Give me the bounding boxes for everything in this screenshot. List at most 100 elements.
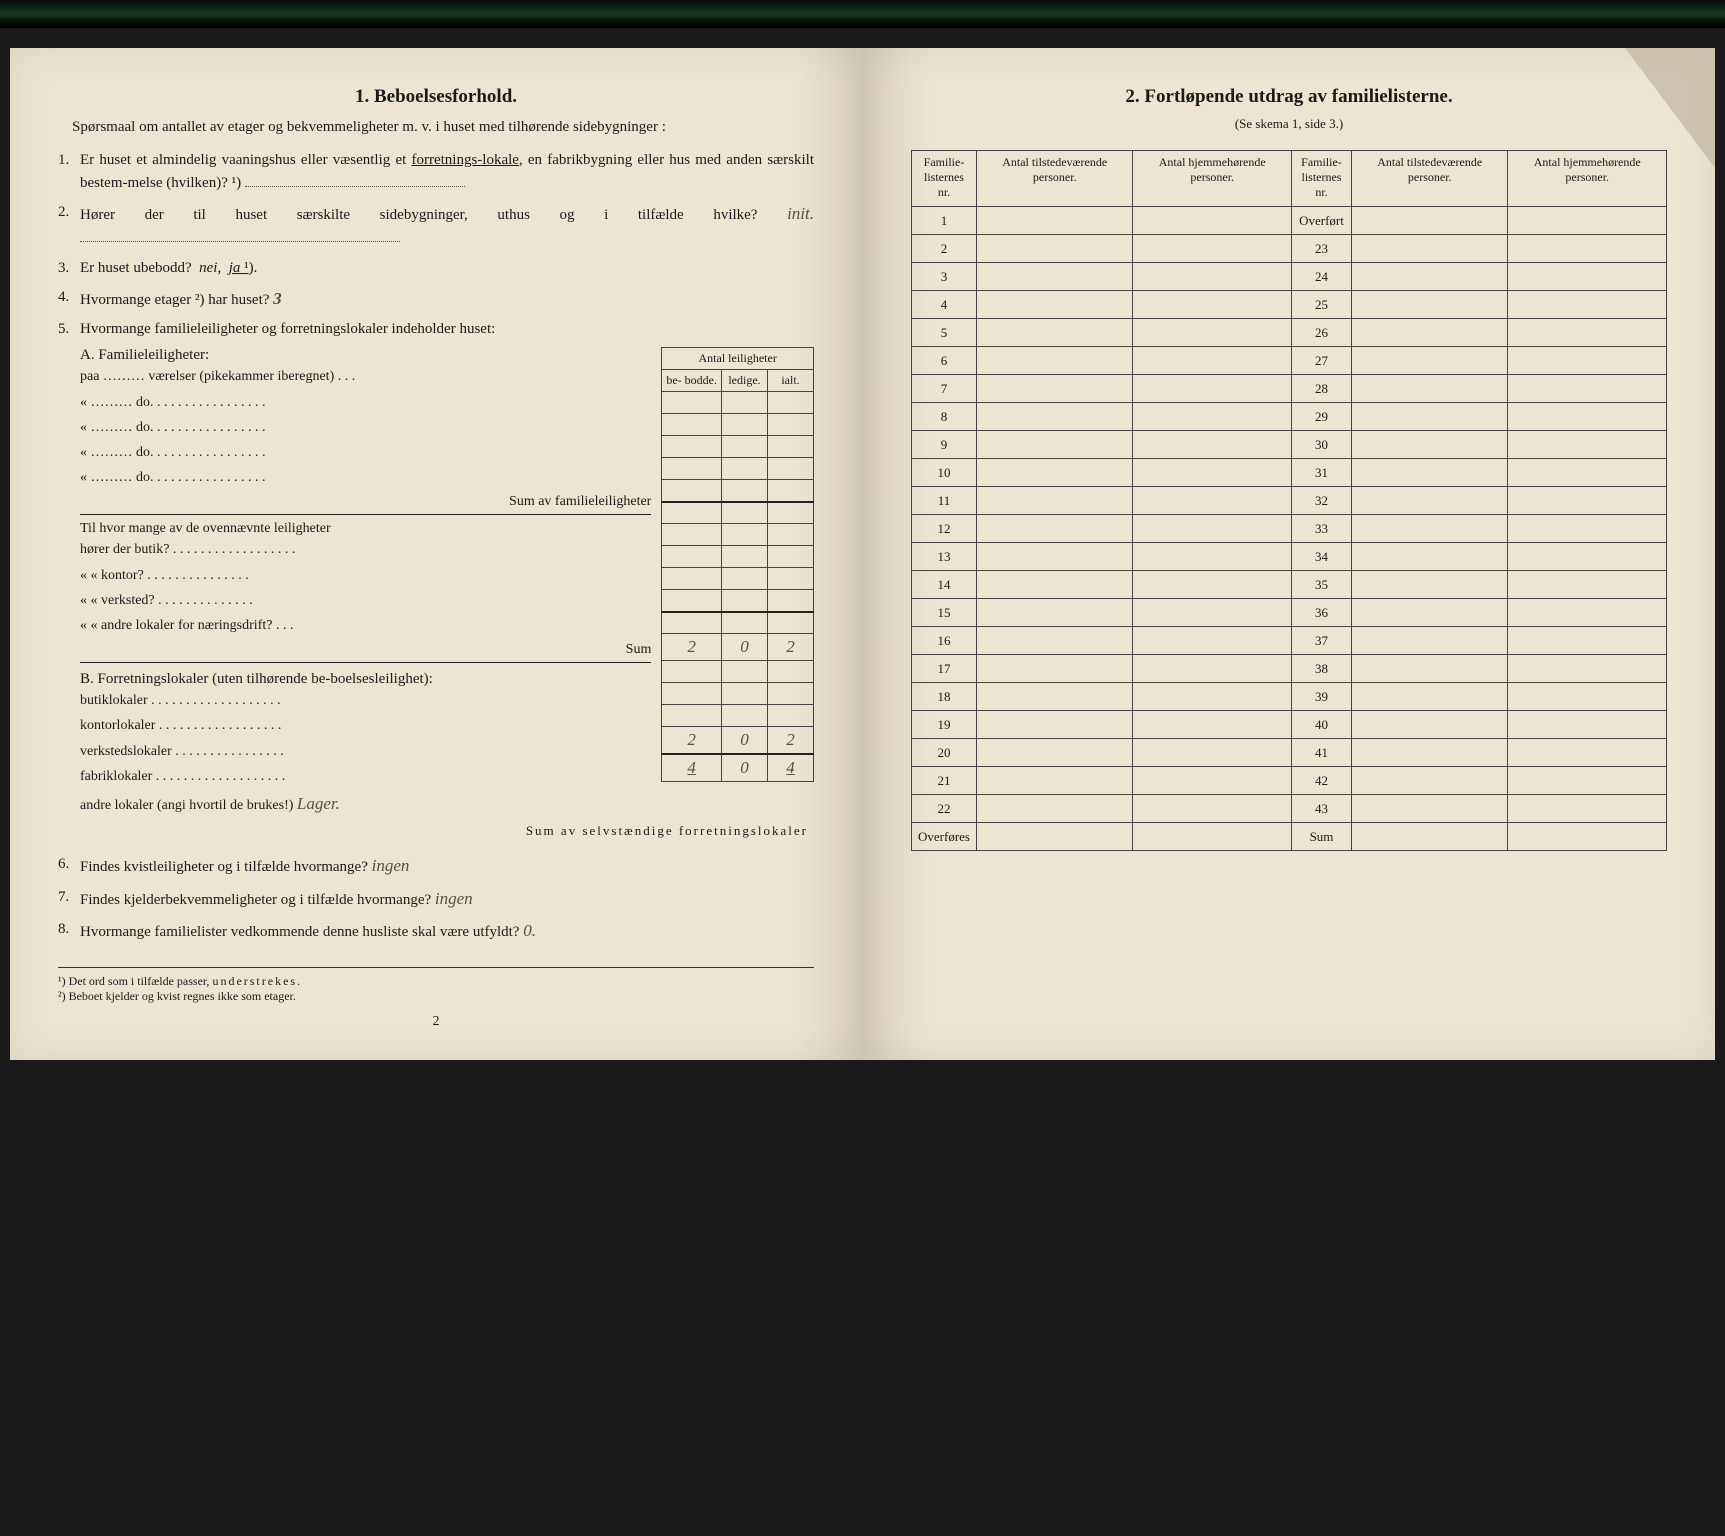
- left-hjemme: [1133, 767, 1292, 795]
- right-subtitle: (Se skema 1, side 3.): [911, 116, 1667, 132]
- left-hjemme: [1133, 403, 1292, 431]
- right-nr: 24: [1291, 263, 1351, 291]
- left-tilstede: [976, 263, 1133, 291]
- right-hjemme: [1508, 375, 1667, 403]
- right-tilstede: [1351, 375, 1508, 403]
- question-list: 1. Er huset et almindelig vaaningshus el…: [58, 149, 814, 342]
- right-tilstede: [1351, 795, 1508, 823]
- left-nr: 13: [912, 543, 977, 571]
- right-hjemme: [1508, 571, 1667, 599]
- b-sum-label: Sum av selvstændige forretningslokaler: [80, 823, 814, 839]
- right-tilstede: [1351, 487, 1508, 515]
- right-nr: 34: [1291, 543, 1351, 571]
- col-4: Familie- listernes nr.: [1291, 151, 1351, 207]
- table-row: 1435: [912, 571, 1667, 599]
- right-nr: 41: [1291, 739, 1351, 767]
- left-tilstede: [976, 459, 1133, 487]
- right-nr: Overført: [1291, 207, 1351, 235]
- col-ledige: ledige.: [722, 370, 768, 392]
- q5-detail-block: Antal leiligheter be- bodde. ledige. ial…: [58, 347, 814, 843]
- left-nr: 9: [912, 431, 977, 459]
- left-nr: 6: [912, 347, 977, 375]
- right-hjemme: [1508, 515, 1667, 543]
- left-hjemme: [1133, 599, 1292, 627]
- b-sum: 404: [662, 754, 814, 782]
- table-row: 1132: [912, 487, 1667, 515]
- left-tilstede: [976, 655, 1133, 683]
- page-left: 1. Beboelsesforhold. Spørsmaal om antall…: [10, 48, 863, 1060]
- left-nr: 1: [912, 207, 977, 235]
- table-row: 526: [912, 319, 1667, 347]
- q6-answer: ingen: [372, 856, 410, 875]
- right-hjemme: [1508, 543, 1667, 571]
- b-row-3: [662, 705, 814, 727]
- table-row: 1536: [912, 599, 1667, 627]
- q2-text: Hører der til huset særskilte sidebygnin…: [80, 207, 757, 223]
- right-hjemme: [1508, 319, 1667, 347]
- left-tilstede: [976, 403, 1133, 431]
- left-nr: 10: [912, 459, 977, 487]
- table-row: 13 34: [912, 543, 1667, 571]
- table-row: 930: [912, 431, 1667, 459]
- left-tilstede: [976, 683, 1133, 711]
- left-tilstede: [976, 487, 1133, 515]
- table-row: 2041: [912, 739, 1667, 767]
- right-hjemme: [1508, 347, 1667, 375]
- left-tilstede: [976, 347, 1133, 375]
- left-tilstede: [976, 627, 1133, 655]
- left-tilstede: [976, 431, 1133, 459]
- q1-text: Er huset et almindelig vaaningshus eller…: [80, 152, 814, 191]
- left-hjemme: [1133, 739, 1292, 767]
- col-1: Familie- listernes nr.: [912, 151, 977, 207]
- left-hjemme: [1133, 291, 1292, 319]
- family-list-table: Familie- listernes nr. Antal tilstedevær…: [911, 150, 1667, 851]
- right-nr: 42: [1291, 767, 1351, 795]
- right-nr: 37: [1291, 627, 1351, 655]
- q6: 6. Findes kvistleiligheter og i tilfælde…: [80, 853, 814, 879]
- left-hjemme: [1133, 795, 1292, 823]
- table-row: 12 33: [912, 515, 1667, 543]
- b-row-4: 202: [662, 727, 814, 755]
- left-nr: 3: [912, 263, 977, 291]
- left-nr: 7: [912, 375, 977, 403]
- left-nr: Overføres: [912, 823, 977, 851]
- q1: 1. Er huset et almindelig vaaningshus el…: [80, 149, 814, 196]
- q4-answer: 3: [273, 289, 282, 308]
- q3-text: Er huset ubebodd? nei, ja ¹).: [80, 260, 257, 276]
- folded-corner: [1625, 48, 1715, 168]
- right-hjemme: [1508, 263, 1667, 291]
- right-hjemme: [1508, 291, 1667, 319]
- left-tilstede: [976, 767, 1133, 795]
- right-nr: 33: [1291, 515, 1351, 543]
- right-hjemme: [1508, 655, 1667, 683]
- table-row: OverføresSum: [912, 823, 1667, 851]
- right-tilstede: [1351, 739, 1508, 767]
- right-hjemme: [1508, 207, 1667, 235]
- q2: 2. Hører der til huset særskilte sidebyg…: [80, 201, 814, 251]
- left-nr: 14: [912, 571, 977, 599]
- right-nr: 40: [1291, 711, 1351, 739]
- left-hjemme: [1133, 235, 1292, 263]
- right-tilstede: [1351, 599, 1508, 627]
- left-tilstede: [976, 375, 1133, 403]
- left-nr: 8: [912, 403, 977, 431]
- right-hjemme: [1508, 459, 1667, 487]
- footnotes: ¹) Det ord som i tilfælde passer, unders…: [58, 967, 814, 1004]
- right-nr: 36: [1291, 599, 1351, 627]
- left-nr: 12: [912, 515, 977, 543]
- table-row: 1738: [912, 655, 1667, 683]
- table-row: 1940: [912, 711, 1667, 739]
- table-row: 627: [912, 347, 1667, 375]
- table-row: 1637: [912, 627, 1667, 655]
- small-table-header: Antal leiligheter: [662, 348, 814, 370]
- right-hjemme: [1508, 599, 1667, 627]
- right-tilstede: [1351, 459, 1508, 487]
- table-row: 3 24: [912, 263, 1667, 291]
- col-bebodde: be- bodde.: [662, 370, 722, 392]
- left-tilstede: [976, 571, 1133, 599]
- q8-answer: 0.: [523, 921, 536, 940]
- left-tilstede: [976, 319, 1133, 347]
- right-hjemme: [1508, 627, 1667, 655]
- right-hjemme: [1508, 431, 1667, 459]
- right-tilstede: [1351, 627, 1508, 655]
